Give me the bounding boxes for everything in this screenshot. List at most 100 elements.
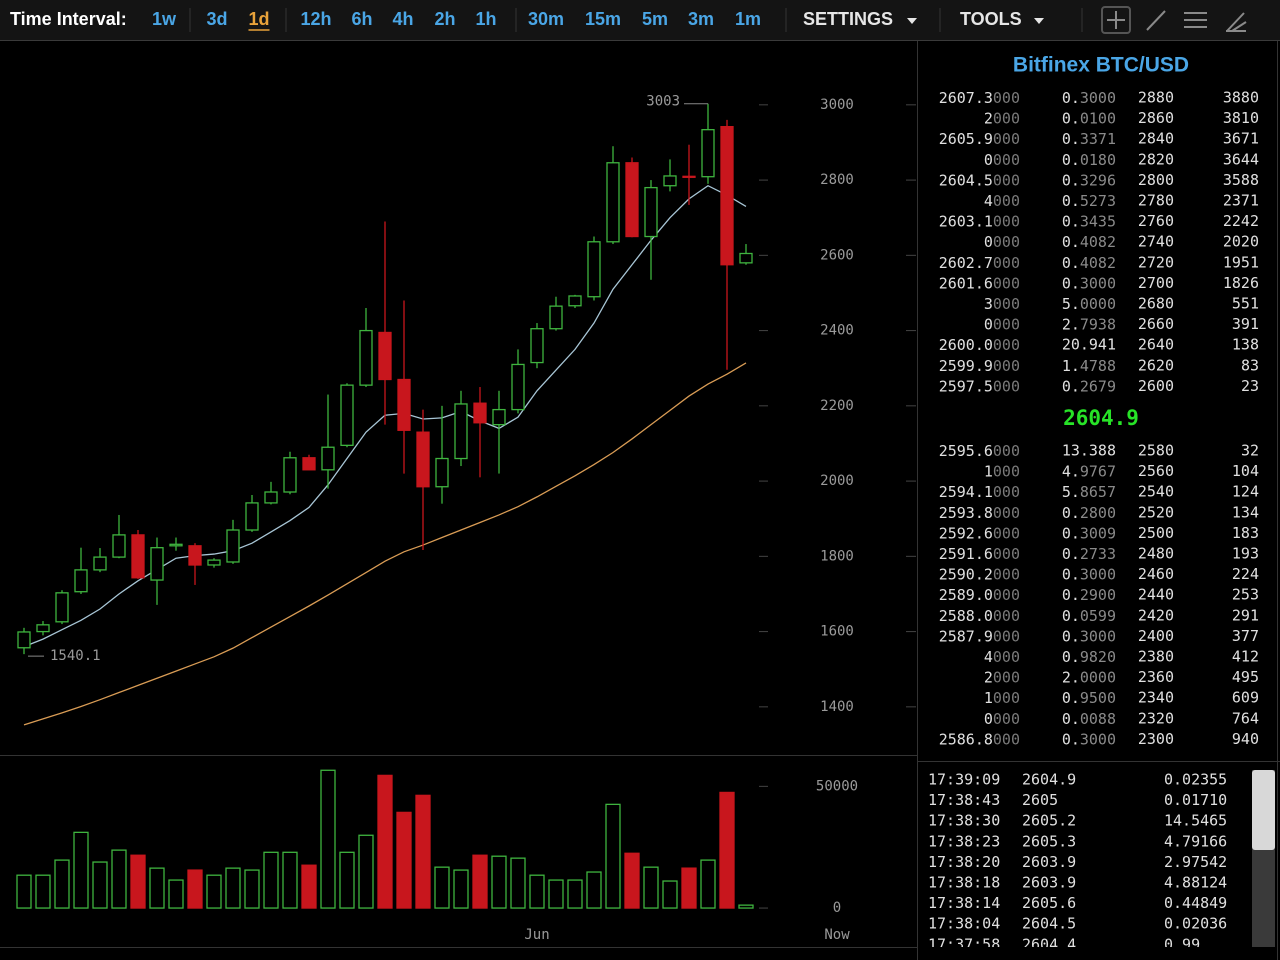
volume-bar [472, 854, 488, 909]
trade-amount: 0.02355 [1164, 771, 1227, 789]
book-cell: 2760 [1138, 212, 1174, 230]
book-cell: 2590.2000 [939, 565, 1020, 583]
book-cell: 0.0180 [1062, 150, 1116, 168]
x-tick-label: Jun [524, 927, 549, 943]
y-tick-label: 1600 [820, 624, 854, 640]
interval-button[interactable]: 4h [392, 9, 413, 29]
book-cell: 2605.9000 [939, 130, 1020, 148]
book-cell: 0.2900 [1062, 586, 1116, 604]
interval-button[interactable]: 30m [528, 9, 564, 29]
book-cell: 0000 [984, 315, 1020, 333]
book-cell: 2020 [1223, 233, 1259, 251]
trade-amount: 0.44849 [1164, 894, 1227, 912]
fib-tool[interactable] [1184, 12, 1207, 28]
trade-amount: 2.97542 [1164, 853, 1227, 871]
book-cell: 2660 [1138, 315, 1174, 333]
interval-button[interactable]: 1m [735, 9, 761, 29]
volume-bar [719, 791, 735, 909]
trade-amount: 0.02036 [1164, 915, 1227, 933]
candle-body [207, 559, 221, 566]
volume-bar [415, 794, 431, 909]
book-cell: 2593.8000 [939, 503, 1020, 521]
volume-bar [681, 867, 697, 909]
interval-button[interactable]: 2h [434, 9, 455, 29]
book-cell: 1.4788 [1062, 356, 1116, 374]
crosshair-tool[interactable] [1101, 6, 1131, 34]
candle-body [17, 631, 31, 649]
interval-button[interactable]: 1w [152, 9, 177, 29]
volume-bar [130, 854, 146, 909]
book-cell: 2242 [1223, 212, 1259, 230]
book-cell: 2460 [1138, 565, 1174, 583]
candle-body [625, 162, 639, 238]
book-cell: 1951 [1223, 253, 1259, 271]
candle-body [644, 186, 658, 238]
toolbar [0, 0, 1280, 40]
candle-body [131, 534, 145, 579]
book-cell: 2.7938 [1062, 315, 1116, 333]
trade-price: 2605 [1022, 791, 1058, 809]
volume-tick-label: 0 [833, 900, 841, 916]
interval-button[interactable]: 12h [300, 9, 331, 29]
interval-button[interactable]: 3m [688, 9, 714, 29]
book-cell: 0.9820 [1062, 648, 1116, 666]
candle-body [36, 624, 50, 633]
book-cell: 2300 [1138, 730, 1174, 748]
interval-button[interactable]: 1d [248, 9, 269, 29]
candle-body [663, 175, 677, 187]
trade-time: 17:39:09 [928, 771, 1000, 789]
y-tick-label: 2200 [820, 398, 854, 414]
book-cell: 134 [1232, 503, 1259, 521]
volume-bar [73, 831, 89, 909]
book-cell: 377 [1232, 627, 1259, 645]
interval-button[interactable]: 6h [351, 9, 372, 29]
book-cell: 32 [1241, 442, 1259, 460]
volume-bar [605, 803, 621, 909]
book-cell: 3588 [1223, 171, 1259, 189]
trade-price: 2605.6 [1022, 894, 1076, 912]
volume-bar [168, 879, 184, 909]
book-cell: 2820 [1138, 150, 1174, 168]
book-cell: 0.3000 [1062, 274, 1116, 292]
book-cell: 0.2800 [1062, 503, 1116, 521]
book-cell: 2604.5000 [939, 171, 1020, 189]
book-cell: 2840 [1138, 130, 1174, 148]
book-cell: 2380 [1138, 648, 1174, 666]
book-cell: 0.3000 [1062, 730, 1116, 748]
book-cell: 2599.9000 [939, 356, 1020, 374]
book-cell: 2540 [1138, 483, 1174, 501]
volume-bar [244, 869, 260, 909]
volume-bar [643, 866, 659, 909]
book-cell: 2780 [1138, 192, 1174, 210]
candle-body [435, 457, 449, 488]
volume-bar [662, 880, 678, 909]
line-tool[interactable] [1146, 10, 1166, 31]
interval-button[interactable]: 15m [585, 9, 621, 29]
scrollbar-thumb[interactable] [1252, 770, 1275, 850]
book-cell: 2800 [1138, 171, 1174, 189]
volume-bar [282, 851, 298, 909]
trade-time: 17:38:18 [928, 874, 1000, 892]
book-cell: 2720 [1138, 253, 1174, 271]
interval-button[interactable]: 3d [206, 9, 227, 29]
book-cell: 940 [1232, 730, 1259, 748]
interval-button[interactable]: 1h [475, 9, 496, 29]
pen-tool[interactable] [1226, 12, 1247, 32]
candle-body [720, 126, 734, 266]
book-cell: 3671 [1223, 130, 1259, 148]
book-cell: 2880 [1138, 89, 1174, 107]
toolbar-separators [189, 8, 1083, 32]
tools-menu[interactable]: TOOLS [960, 9, 1022, 29]
settings-menu[interactable]: SETTINGS [803, 9, 893, 29]
book-cell: 1826 [1223, 274, 1259, 292]
candle-body [340, 384, 354, 446]
panel-borders [0, 41, 1280, 960]
book-cell: 253 [1232, 586, 1259, 604]
interval-button[interactable]: 5m [642, 9, 668, 29]
high-label: 3003 [646, 94, 680, 110]
book-cell: 224 [1232, 565, 1259, 583]
trade-time: 17:38:20 [928, 853, 1000, 871]
moving-average [23, 362, 747, 726]
volume-bar [54, 859, 70, 909]
trade-amount: 4.79166 [1164, 832, 1227, 850]
